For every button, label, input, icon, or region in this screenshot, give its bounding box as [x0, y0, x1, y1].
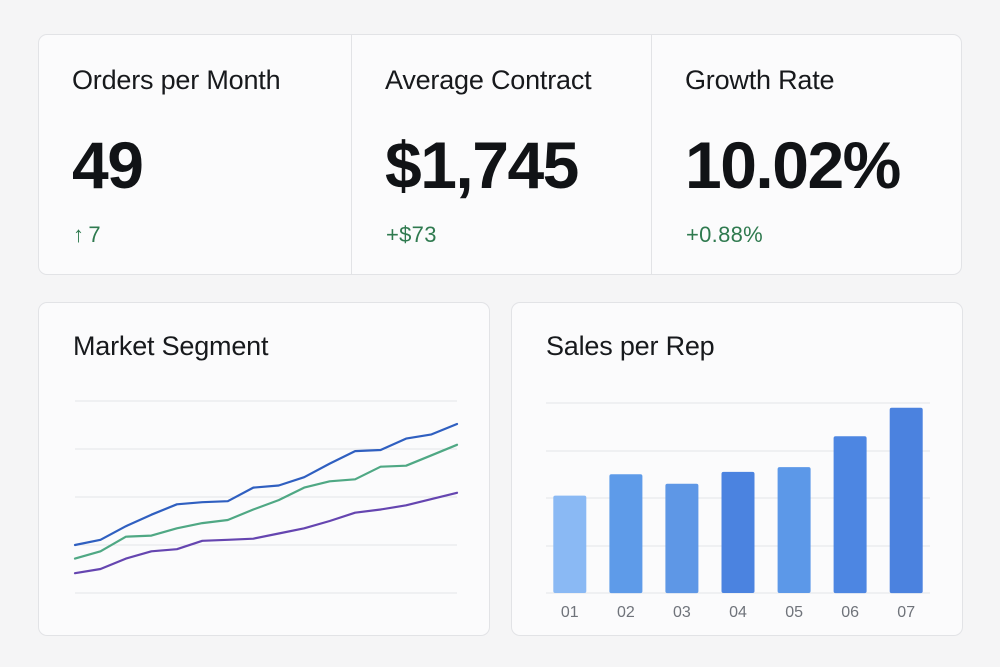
market-segment-panel: Market Segment [38, 302, 490, 636]
sales-per-rep-panel: Sales per Rep 01 02 03 04 05 06 07 [511, 302, 963, 636]
bar-02 [609, 474, 643, 594]
kpi-delta: +$73 [386, 222, 437, 248]
kpi-delta: +0.88% [686, 222, 763, 248]
kpi-value: $1,745 [385, 128, 579, 202]
series-line-1 [73, 422, 459, 547]
x-tick-label: 04 [729, 604, 747, 621]
bar-04 [721, 471, 755, 593]
market-segment-line-chart [73, 400, 459, 594]
arrow-up-icon: ↑ [73, 222, 85, 247]
x-tick-label: 05 [785, 604, 803, 621]
kpi-card-orders: Orders per Month 49 ↑ 7 [39, 35, 351, 274]
kpi-title: Growth Rate [685, 65, 835, 95]
kpi-delta-value: +0.88% [686, 222, 764, 247]
chart-title: Sales per Rep [546, 331, 715, 361]
bar-01 [553, 495, 587, 593]
x-tick-label: 03 [673, 604, 691, 621]
kpi-title: Average Contract [385, 65, 592, 95]
kpi-value: 49 [72, 128, 144, 202]
kpi-title: Orders per Month [72, 65, 281, 95]
x-tick-label: 02 [617, 604, 635, 621]
x-tick-label: 07 [897, 604, 915, 621]
series-line-3 [73, 491, 459, 575]
kpi-delta-value: 7 [88, 222, 101, 247]
series-line-2 [73, 443, 459, 560]
kpi-card-growth-rate: Growth Rate 10.02% +0.88% [651, 35, 961, 274]
bar-06 [833, 436, 867, 594]
bar-03 [665, 483, 699, 594]
x-tick-label: 06 [841, 604, 859, 621]
chart-title: Market Segment [73, 331, 269, 361]
kpi-delta: ↑ 7 [73, 222, 101, 248]
kpi-delta-value: +$73 [386, 222, 437, 247]
sales-per-rep-bar-chart: 01 02 03 04 05 06 07 [546, 402, 930, 621]
kpi-value: 10.02% [685, 128, 901, 202]
kpi-summary-row: Orders per Month 49 ↑ 7 Average Contract … [38, 34, 962, 275]
bar-07 [889, 407, 923, 594]
x-tick-label: 01 [561, 604, 579, 621]
kpi-card-average-contract: Average Contract $1,745 +$73 [351, 35, 651, 274]
bar-05 [777, 467, 811, 593]
